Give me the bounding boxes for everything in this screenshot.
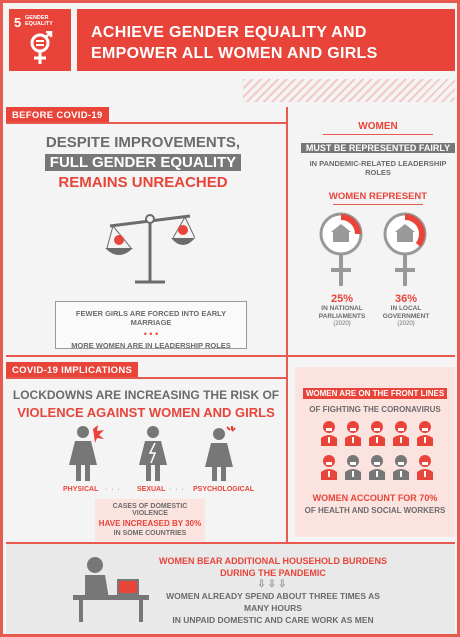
page-title: ACHIEVE GENDER EQUALITY AND EMPOWER ALL … xyxy=(91,22,378,64)
sdg-goal-badge: 5 GENDER EQUALITY xyxy=(9,9,71,71)
female-health-worker-icon xyxy=(417,421,433,446)
male-health-worker-icon xyxy=(393,455,409,480)
title-banner: ACHIEVE GENDER EQUALITY AND EMPOWER ALL … xyxy=(77,9,455,71)
female-health-worker-icon xyxy=(321,421,337,446)
frontline-line1-wrap: WOMEN ARE ON THE FRONT LINES xyxy=(295,383,455,401)
fact-early-marriage: FEWER GIRLS ARE FORCED INTO EARLY MARRIA… xyxy=(75,309,227,327)
section-label-covid: COVID-19 IMPLICATIONS xyxy=(6,362,139,379)
frontline-stat2: OF HEALTH AND SOCIAL WORKERS xyxy=(304,506,446,515)
divider-vertical xyxy=(286,107,288,355)
divider xyxy=(6,355,455,357)
male-health-worker-icon xyxy=(369,455,385,480)
frontline-line2: OF FIGHTING THE CORONAVIRUS xyxy=(309,405,441,414)
covid-headline-line2: VIOLENCE AGAINST WOMEN AND GIRLS xyxy=(17,405,275,420)
stat-government-line1: IN LOCAL xyxy=(390,305,422,312)
title-line2: EMPOWER ALL WOMEN AND GIRLS xyxy=(91,45,378,62)
covid-headline: LOCKDOWNS ARE INCREASING THE RISK OF VIO… xyxy=(9,387,283,421)
title-line1: ACHIEVE GENDER EQUALITY AND xyxy=(91,24,367,41)
household-text: WOMEN BEAR ADDITIONAL HOUSEHOLD BURDENS … xyxy=(153,555,393,626)
women-represent-label: WOMEN REPRESENT xyxy=(328,191,428,202)
household-line4: IN UNPAID DOMESTIC AND CARE WORK AS MEN xyxy=(172,615,374,625)
female-health-worker-icon xyxy=(417,455,433,480)
women-subtitle: MUST BE REPRESENTED FAIRLY xyxy=(300,143,456,153)
stat-parliament-line2: PARLIAMENTS xyxy=(318,313,366,320)
male-health-worker-icon xyxy=(345,455,361,480)
household-line2: DURING THE PANDEMIC xyxy=(220,568,326,578)
physical-violence-icon xyxy=(69,425,104,481)
label-physical: PHYSICAL xyxy=(63,486,99,493)
dv-line3: IN SOME COUNTRIES xyxy=(113,530,187,537)
venus-government-icon xyxy=(383,212,427,286)
psychological-violence-icon xyxy=(205,426,236,481)
stat-parliament: 25% IN NATIONAL PARLIAMENTS (2020) xyxy=(307,293,377,327)
dots-separator: • • • xyxy=(143,329,159,339)
arrow-down-icons: ⇩⇩⇩ xyxy=(257,579,289,590)
label-psychological: PSYCHOLOGICAL xyxy=(193,486,255,493)
headline-line3: REMAINS UNREACHED xyxy=(58,174,228,191)
stat-government: 36% IN LOCAL GOVERNMENT (2020) xyxy=(371,293,441,327)
frontline-stat1: WOMEN ACCOUNT FOR 70% xyxy=(312,493,438,503)
female-health-worker-icon xyxy=(369,421,385,446)
female-health-worker-icon xyxy=(321,455,337,480)
goal-label-line2: EQUALITY xyxy=(25,21,53,27)
before-headline: DESPITE IMPROVEMENTS, FULL GENDER EQUALI… xyxy=(23,133,263,193)
goal-number: 5 xyxy=(14,15,22,30)
female-health-worker-icon xyxy=(393,421,409,446)
person-at-desk-icon xyxy=(73,557,149,622)
divider xyxy=(6,542,455,544)
before-facts-box: FEWER GIRLS ARE FORCED INTO EARLY MARRIA… xyxy=(55,301,247,350)
sexual-violence-icon xyxy=(139,426,167,481)
stat-government-year: (2020) xyxy=(397,321,415,327)
scale-icon xyxy=(105,214,195,284)
goal-label-line1: GENDER xyxy=(25,15,49,21)
dv-line1: CASES OF DOMESTIC VIOLENCE xyxy=(112,503,188,517)
goal-label: GENDER EQUALITY xyxy=(25,15,53,27)
label-sexual: SEXUAL xyxy=(137,486,166,493)
women-title: WOMEN xyxy=(358,121,398,132)
dots-separator: · · · xyxy=(105,486,121,493)
covid-headline-line1: LOCKDOWNS ARE INCREASING THE RISK OF xyxy=(12,388,280,402)
women-subtitle2: IN PANDEMIC-RELATED LEADERSHIP ROLES xyxy=(309,159,447,177)
headline-line2-wrap: FULL GENDER EQUALITY xyxy=(23,153,263,173)
divider xyxy=(6,377,286,379)
fact-leadership: MORE WOMEN ARE IN LEADERSHIP ROLES xyxy=(71,341,231,350)
stat-parliament-value: 25% xyxy=(330,293,354,305)
frontline-box: WOMEN ARE ON THE FRONT LINES OF FIGHTING… xyxy=(295,367,455,537)
headline-line2: FULL GENDER EQUALITY xyxy=(44,154,242,171)
gender-equality-icon xyxy=(30,31,53,64)
headline-line1: DESPITE IMPROVEMENTS, xyxy=(45,134,241,151)
frontline-line1: WOMEN ARE ON THE FRONT LINES xyxy=(302,388,448,399)
women-title-block: WOMEN MUST BE REPRESENTED FAIRLY IN PAND… xyxy=(298,121,457,205)
parliament-share-arc xyxy=(340,214,361,235)
domestic-violence-box: CASES OF DOMESTIC VIOLENCE HAVE INCREASE… xyxy=(95,499,205,541)
dots-separator: · · · xyxy=(169,486,185,493)
dv-line2: HAVE INCREASED BY 30% xyxy=(98,519,202,528)
stat-government-line2: GOVERNMENT xyxy=(382,313,430,320)
hatch-decoration xyxy=(243,79,455,102)
stat-parliament-year: (2020) xyxy=(333,321,351,327)
household-line3: WOMEN ALREADY SPEND ABOUT THREE TIMES AS… xyxy=(166,591,380,613)
divider xyxy=(6,122,286,124)
household-line1: WOMEN BEAR ADDITIONAL HOUSEHOLD BURDENS xyxy=(158,556,387,566)
section-label-before: BEFORE COVID-19 xyxy=(6,107,109,124)
government-share-arc xyxy=(404,214,425,247)
venus-parliament-icon xyxy=(319,212,363,286)
female-health-worker-icon xyxy=(345,421,361,446)
stat-government-value: 36% xyxy=(394,293,418,305)
divider-vertical xyxy=(286,355,288,542)
stat-parliament-line1: IN NATIONAL xyxy=(321,305,363,312)
